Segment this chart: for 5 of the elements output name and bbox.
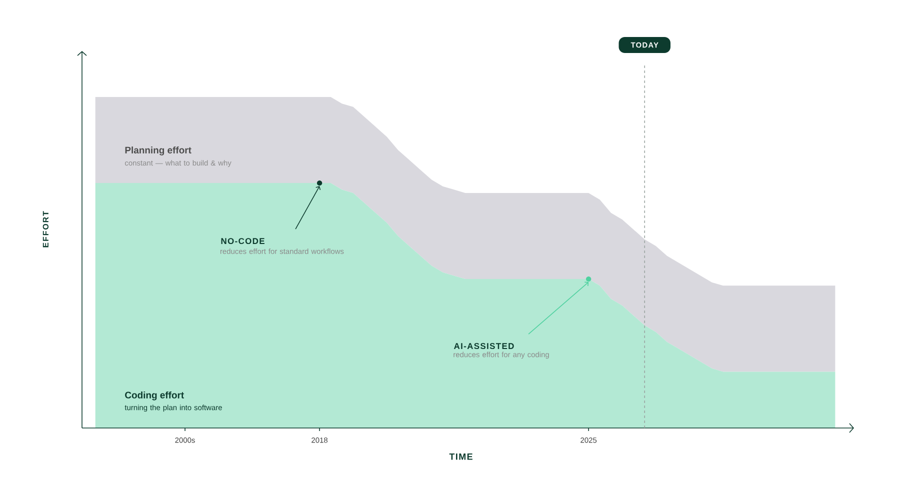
series-label: Planning effort [125,146,192,156]
series-label: Coding effort [125,391,184,400]
x-axis-title: TIME [449,454,472,460]
annotation: NO-CODE [221,238,264,244]
annotation: AI-ASSISTED [454,343,514,350]
